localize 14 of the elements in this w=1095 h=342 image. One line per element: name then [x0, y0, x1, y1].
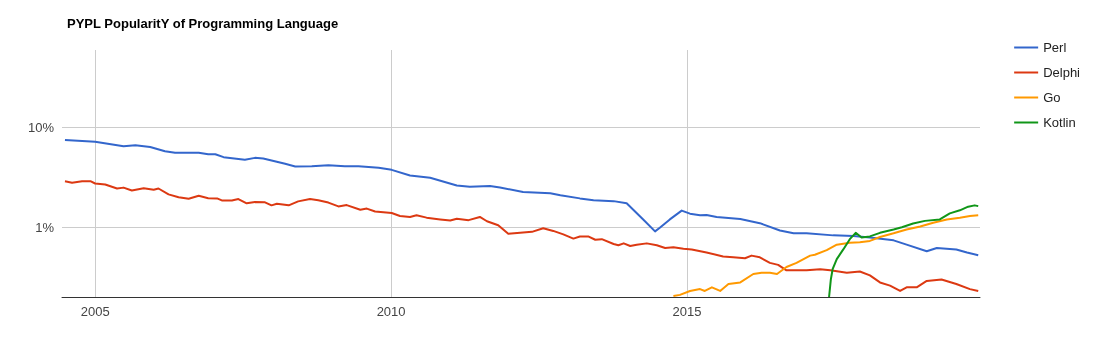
legend-label: Go: [1043, 90, 1061, 105]
legend-label: Delphi: [1043, 65, 1081, 80]
line-series: [672, 214, 980, 297]
line-series: [63, 139, 980, 257]
x-tick-label: 2015: [672, 304, 702, 319]
legend-label: Perl: [1043, 40, 1067, 55]
x-tick-label: 2005: [80, 304, 110, 319]
chart-title: PYPL PopularitY of Programming Language: [67, 16, 339, 31]
x-tick-label: 2010: [376, 304, 406, 319]
legend-label: Kotlin: [1043, 115, 1076, 130]
line-series: [828, 204, 980, 298]
line-series: [63, 180, 980, 292]
y-tick-label: 1%: [35, 219, 55, 235]
y-tick-label: 10%: [27, 120, 55, 136]
